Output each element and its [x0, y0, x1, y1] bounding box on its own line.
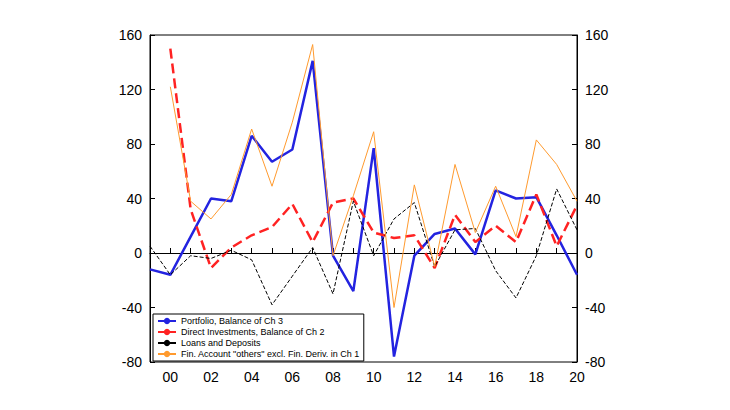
svg-text:-40: -40 [585, 300, 605, 316]
svg-text:00: 00 [163, 369, 179, 385]
svg-text:-80: -80 [122, 354, 142, 370]
svg-text:120: 120 [585, 82, 609, 98]
svg-text:02: 02 [203, 369, 219, 385]
svg-text:Fin. Account "others" excl. Fi: Fin. Account "others" excl. Fin. Deriv. … [181, 349, 359, 359]
svg-text:80: 80 [126, 136, 142, 152]
svg-text:Loans and Deposits: Loans and Deposits [181, 338, 261, 348]
svg-text:40: 40 [126, 191, 142, 207]
svg-text:Direct Investments, Balance of: Direct Investments, Balance of Ch 2 [181, 327, 325, 337]
svg-text:04: 04 [244, 369, 260, 385]
svg-text:0: 0 [134, 245, 142, 261]
svg-text:-80: -80 [585, 354, 605, 370]
svg-text:160: 160 [585, 27, 609, 43]
svg-text:0: 0 [585, 245, 593, 261]
svg-text:08: 08 [325, 369, 341, 385]
svg-text:160: 160 [119, 27, 143, 43]
svg-text:40: 40 [585, 191, 601, 207]
svg-text:-40: -40 [122, 300, 142, 316]
svg-text:20: 20 [569, 369, 585, 385]
svg-text:10: 10 [366, 369, 382, 385]
svg-text:120: 120 [119, 82, 143, 98]
svg-text:16: 16 [488, 369, 504, 385]
svg-text:06: 06 [285, 369, 301, 385]
svg-text:12: 12 [407, 369, 423, 385]
svg-text:80: 80 [585, 136, 601, 152]
svg-text:18: 18 [529, 369, 545, 385]
svg-text:14: 14 [447, 369, 463, 385]
svg-text:Portfolio, Balance of Ch 3: Portfolio, Balance of Ch 3 [181, 316, 283, 326]
